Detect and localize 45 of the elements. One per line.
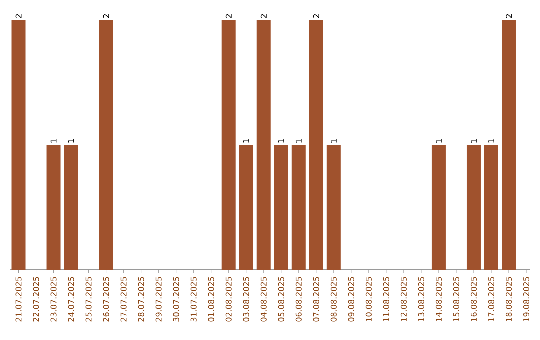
x-tick-label: 15.08.2025 [453, 277, 460, 322]
x-tick-label: 03.08.2025 [243, 277, 250, 322]
x-tick-label: 27.07.2025 [120, 277, 127, 322]
data-label: 2 [16, 14, 22, 18]
x-tick-label: 08.08.2025 [330, 277, 337, 322]
x-tick-label: 06.08.2025 [296, 277, 302, 322]
x-tick-label: 29.07.2025 [156, 277, 162, 322]
data-label: 1 [68, 139, 74, 143]
x-tick-label: 01.08.2025 [208, 277, 214, 322]
x-tick-label: 07.08.2025 [313, 277, 320, 322]
data-label: 1 [50, 139, 57, 143]
x-tick-label: 31.07.2025 [190, 277, 197, 322]
x-tick-label: 30.07.2025 [173, 277, 180, 322]
x-tick-label: 23.07.2025 [50, 277, 57, 322]
data-label: 1 [330, 139, 337, 143]
x-tick-label: 04.08.2025 [260, 277, 267, 322]
data-label: 1 [436, 139, 442, 143]
data-label: 1 [488, 139, 494, 143]
x-tick-label: 10.08.2025 [366, 277, 372, 322]
x-tick-label: 16.08.2025 [470, 277, 477, 322]
x-tick-label: 21.07.2025 [16, 277, 22, 322]
data-label: 2 [103, 14, 110, 18]
x-tick-label: 13.08.2025 [418, 277, 424, 322]
x-tick-label: 11.08.2025 [383, 277, 390, 322]
x-tick-label: 14.08.2025 [436, 277, 442, 322]
x-tick-label: 09.08.2025 [348, 277, 354, 322]
x-tick-label: 17.08.2025 [488, 277, 495, 322]
data-label: 1 [296, 139, 302, 143]
x-tick-label: 28.07.2025 [138, 277, 144, 322]
data-label: 2 [313, 14, 320, 18]
data-label: 2 [506, 14, 512, 18]
data-label: 1 [243, 139, 250, 143]
x-tick-label: 18.08.2025 [506, 277, 512, 322]
x-tick-label: 22.07.2025 [33, 277, 40, 322]
data-label: 1 [471, 139, 477, 143]
x-tick-label: 12.08.2025 [400, 277, 407, 322]
data-label: 2 [226, 14, 232, 18]
data-label: 1 [278, 139, 284, 143]
x-tick-label: 25.07.2025 [86, 277, 92, 322]
data-label: 2 [260, 14, 267, 18]
x-tick-label: 26.07.2025 [103, 277, 110, 322]
x-tick-label: 19.08.2025 [523, 277, 530, 322]
x-tick-label: 05.08.2025 [278, 277, 284, 322]
x-tick-label: 24.07.2025 [68, 277, 74, 322]
x-tick-label: 02.08.2025 [226, 277, 232, 322]
